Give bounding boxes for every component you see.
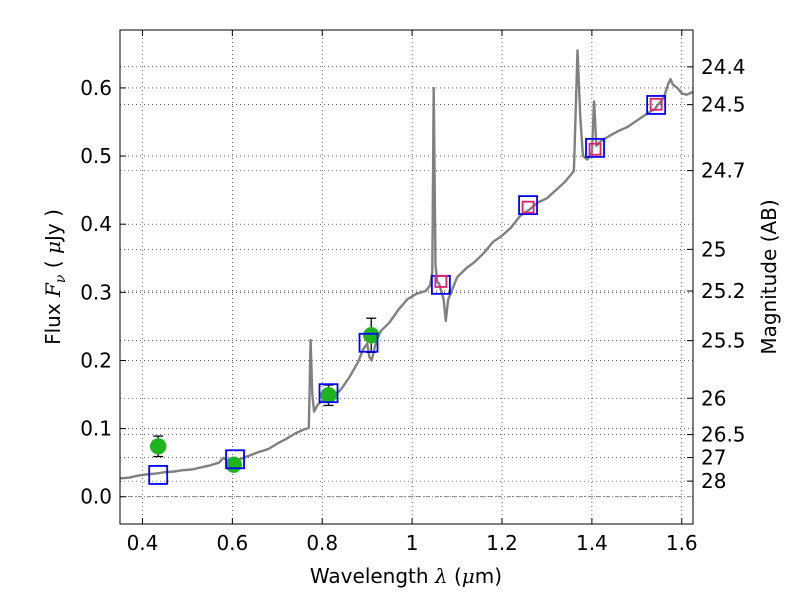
model-square-blue <box>646 95 667 115</box>
y-tick-label: 0.1 <box>80 417 112 441</box>
model-square-blue <box>318 383 339 404</box>
y2-tick-label: 24.4 <box>701 55 746 79</box>
photometry-point <box>149 438 167 455</box>
model-square-blue <box>225 449 245 470</box>
x-tick-label: 0.4 <box>127 531 159 555</box>
x-tick-label: 1.2 <box>486 531 518 555</box>
x-tick-label: 1.6 <box>666 531 698 555</box>
plot-background <box>120 30 693 524</box>
y2-tick-label: 24.5 <box>701 93 746 117</box>
y-tick-label: 0.0 <box>80 485 112 509</box>
plot-frame <box>119 29 694 525</box>
y2-tick-label: 25.5 <box>701 329 746 353</box>
model-square-red <box>649 97 663 111</box>
x-tick-label: 1.4 <box>576 531 608 555</box>
model-square-blue <box>148 465 169 485</box>
y-tick-label: 0.3 <box>80 280 112 304</box>
y2-tick-label: 26.5 <box>701 423 746 447</box>
series-layer <box>119 49 694 485</box>
tick-labels: 0.4 0.6 0.8 1 1.2 1.4 1.6 0.0 0.1 0.2 0.3 0.4 0.5 0.6… <box>80 55 745 555</box>
y2-tick-label: 25.2 <box>701 279 746 303</box>
model-square-red <box>588 142 602 156</box>
photometry-point <box>320 386 337 404</box>
photometry-point <box>225 456 242 473</box>
photometry-point <box>362 327 380 344</box>
y-tick-label: 0.2 <box>80 348 112 372</box>
y2-tick-label: 25 <box>701 237 726 261</box>
y-axis-label: Flux Fν ( μJy ) <box>41 209 69 345</box>
y2-axis-label: Magnitude (AB) <box>757 199 781 354</box>
model-square-blue <box>518 195 538 216</box>
y2-tick-label: 27 <box>701 446 726 470</box>
x-tick-label: 1 <box>406 531 419 555</box>
x-tick-label: 0.8 <box>306 531 338 555</box>
x-tick-label: 0.6 <box>216 531 248 555</box>
model-square-blue <box>585 137 605 158</box>
model-square-blue <box>358 332 379 353</box>
y-tick-label: 0.6 <box>80 76 112 100</box>
model-square-red <box>521 200 535 214</box>
y2-tick-label: 26 <box>701 386 726 410</box>
model-square-red <box>434 275 448 288</box>
x-axis-label: Wavelength λ (μm) <box>310 564 502 588</box>
y2-tick-label: 24.7 <box>701 159 746 183</box>
y-tick-label: 0.5 <box>80 144 112 168</box>
y-tick-label: 0.4 <box>80 212 112 236</box>
y2-tick-label: 28 <box>701 469 726 493</box>
ticks <box>120 30 693 524</box>
